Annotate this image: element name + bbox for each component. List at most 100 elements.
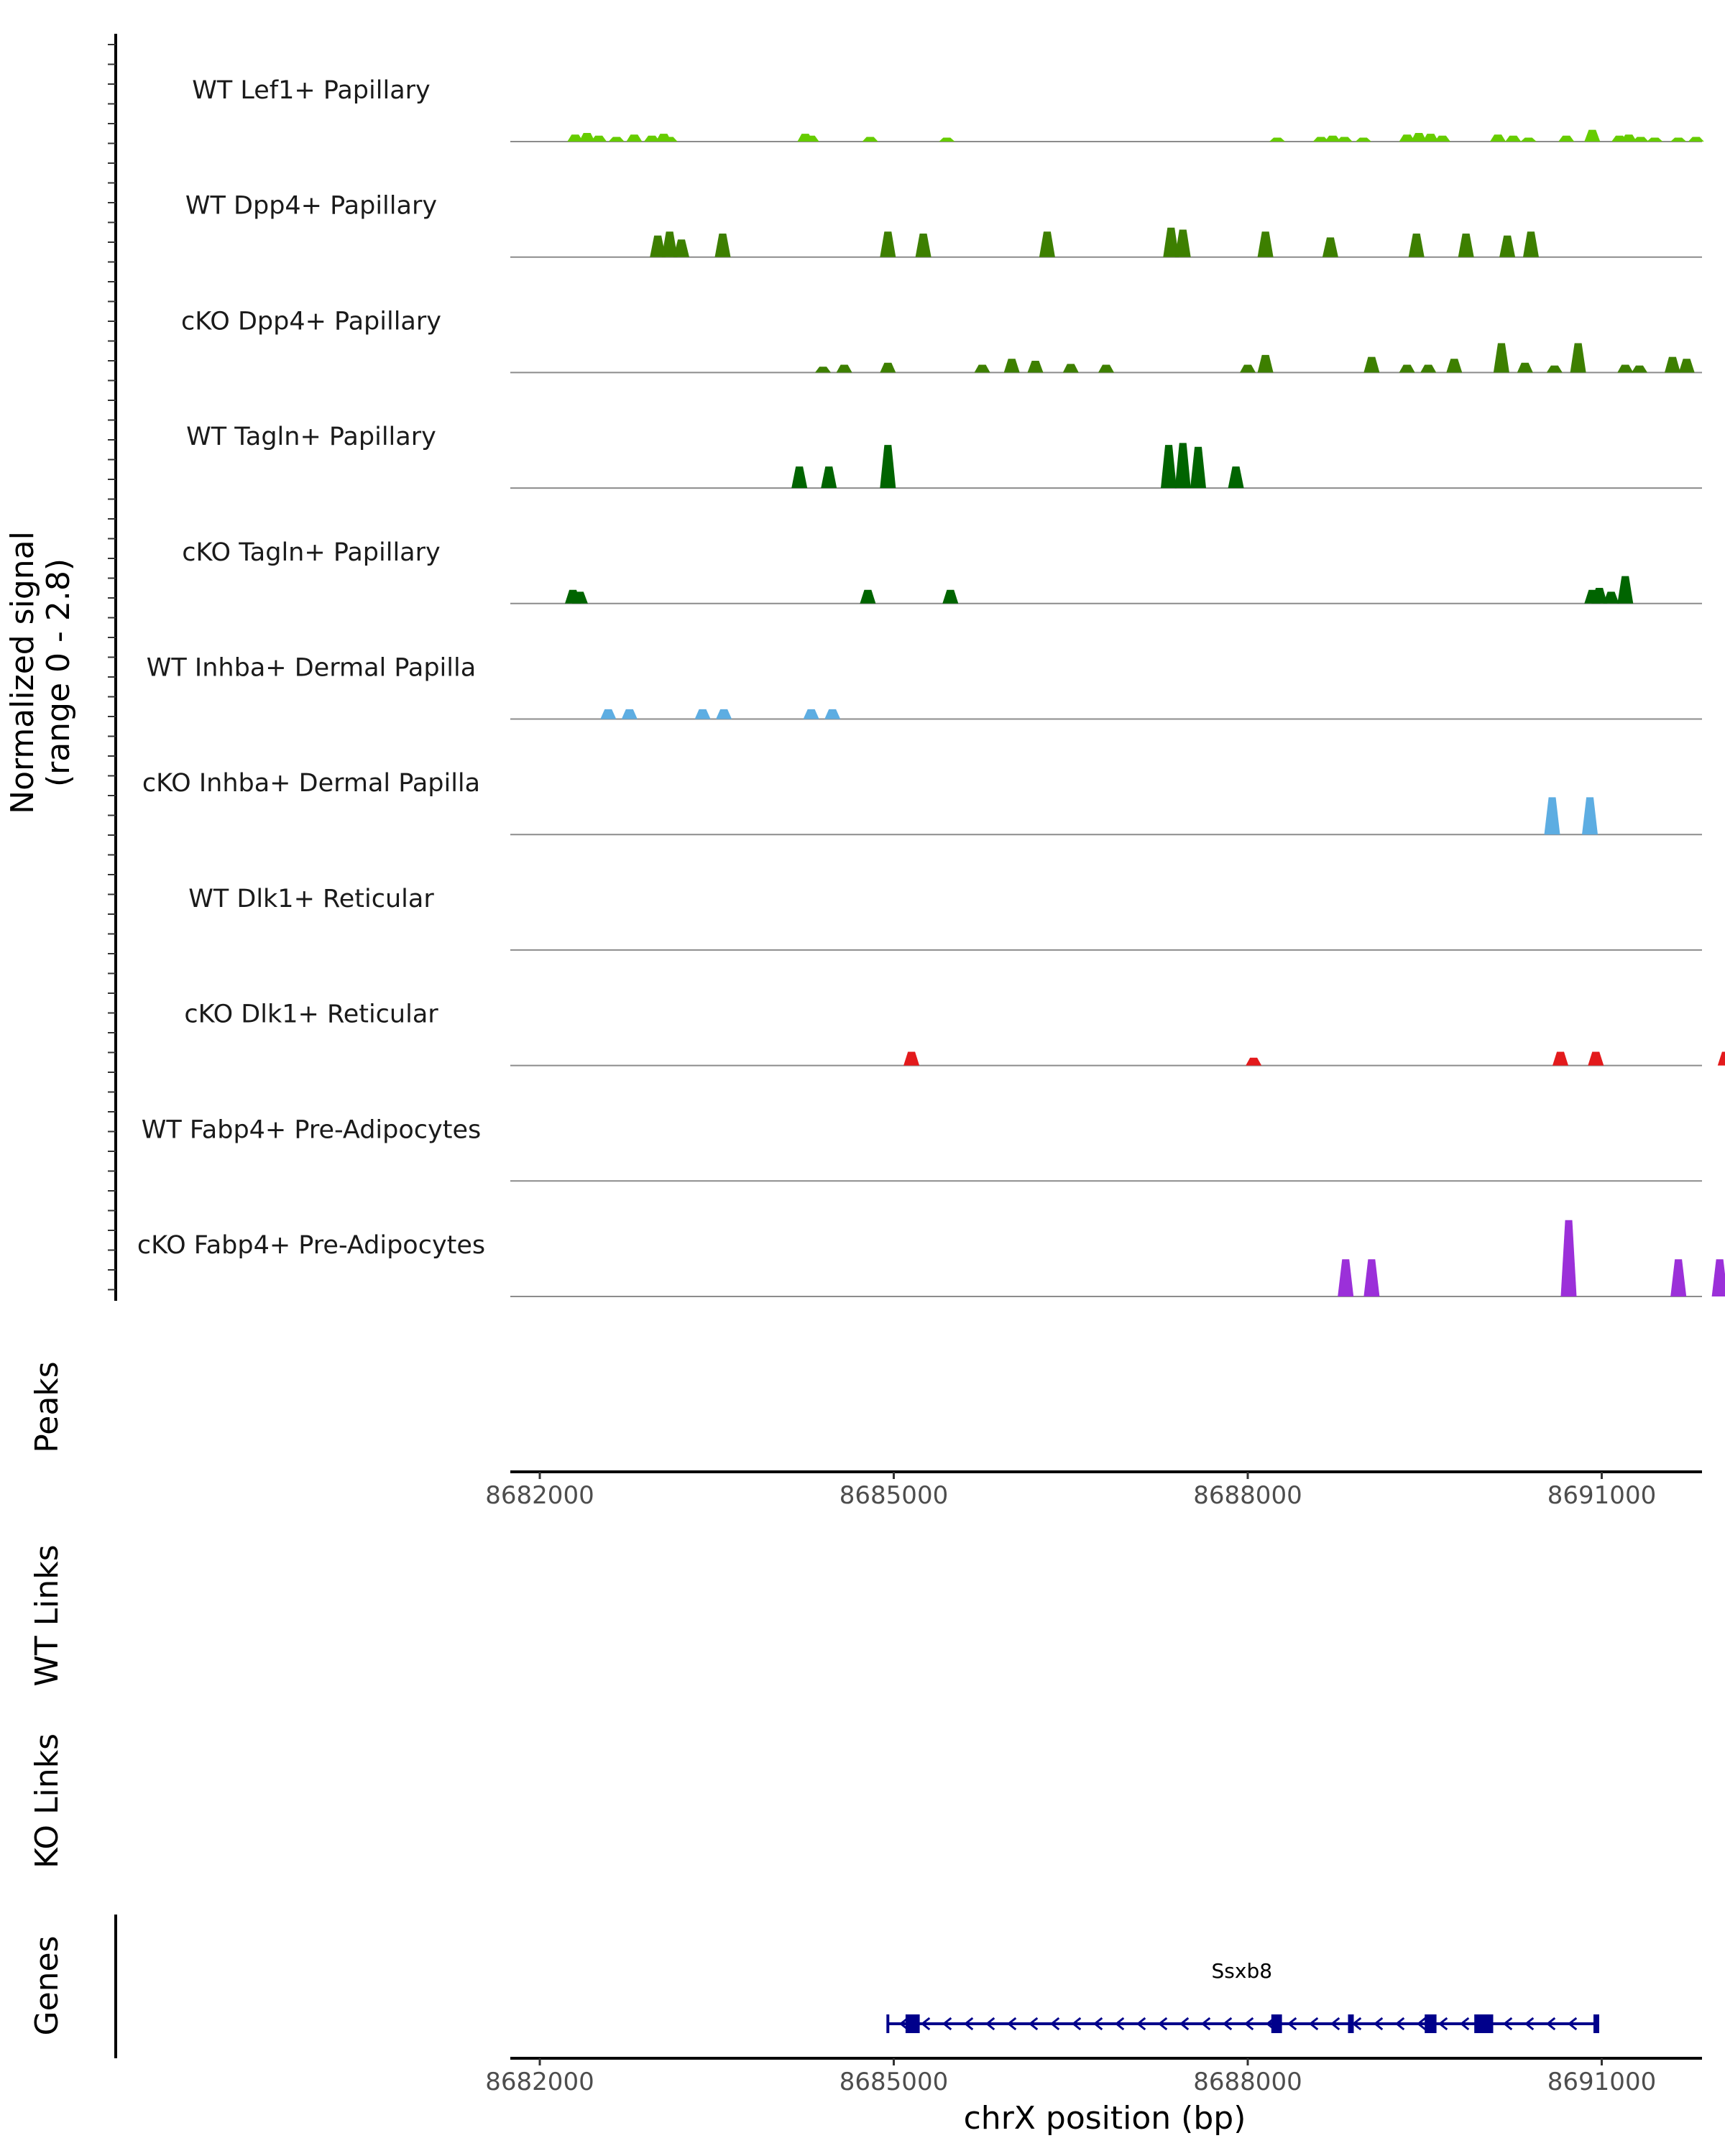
- signal-peak: [644, 135, 660, 142]
- signal-peak: [650, 235, 666, 257]
- signal-peak: [939, 137, 955, 142]
- signal-peak: [1632, 137, 1649, 142]
- signal-peak: [1558, 135, 1575, 142]
- signal-peak: [1670, 1259, 1687, 1296]
- signal-peak: [815, 367, 831, 373]
- signal-peak: [673, 239, 689, 257]
- signal-peak: [1355, 137, 1371, 142]
- signal-peak: [880, 362, 896, 373]
- track-label: cKO Tagln+ Papillary: [182, 538, 441, 567]
- y-axis-ticks: [108, 44, 116, 1291]
- signal-peak: [1670, 137, 1687, 142]
- strand-arrow: [1136, 2017, 1146, 2031]
- x-tick-label: 8691000: [1547, 2068, 1656, 2096]
- signal-peak: [716, 709, 732, 719]
- signal-peak: [862, 137, 878, 142]
- strand-arrow: [1092, 2017, 1103, 2031]
- signal-peak: [661, 137, 678, 142]
- signal-peak: [1688, 137, 1704, 142]
- signal-peak: [1420, 364, 1437, 373]
- signal-peak: [1603, 591, 1619, 604]
- signal-peak: [836, 364, 852, 373]
- strand-arrow: [1287, 2017, 1297, 2031]
- genes-track-label: Genes: [29, 1935, 65, 2035]
- strand-arrow: [1071, 2017, 1082, 2031]
- track-label: cKO Dlk1+ Reticular: [184, 1000, 438, 1029]
- x-axis-title: chrX position (bp): [964, 2100, 1246, 2137]
- signal-peak: [1269, 137, 1285, 142]
- strand-arrow: [1394, 2017, 1405, 2031]
- signal-peak: [1257, 231, 1274, 257]
- signal-peak: [1228, 466, 1244, 489]
- strand-arrow: [1438, 2017, 1448, 2031]
- wt-links-track-label: WT Links: [29, 1544, 65, 1686]
- signal-peak: [1098, 364, 1114, 373]
- x-tick-label: 8688000: [1193, 2068, 1302, 2096]
- strand-arrow: [1157, 2017, 1168, 2031]
- track-label: cKO Inhba+ Dermal Papilla: [142, 769, 480, 798]
- track-label: WT Inhba+ Dermal Papilla: [147, 654, 476, 683]
- signal-peak: [903, 1051, 920, 1066]
- strand-arrow: [1524, 2017, 1535, 2031]
- signal-peak: [880, 231, 896, 257]
- signal-peak: [915, 234, 932, 257]
- gene-name-label: Ssxb8: [1212, 1959, 1273, 1983]
- signal-peak: [1505, 135, 1522, 142]
- gene-exon: [1425, 2014, 1437, 2033]
- signal-peak: [1363, 356, 1380, 373]
- x-tick-label: 8691000: [1547, 1481, 1656, 1510]
- signal-peak: [1621, 134, 1637, 142]
- signal-peak: [591, 135, 607, 142]
- y-axis-title-line2: (range 0 - 2.8): [40, 558, 77, 787]
- strand-arrow: [1006, 2017, 1017, 2031]
- signal-peak: [1665, 356, 1680, 373]
- signal-peak: [1190, 446, 1206, 489]
- strand-arrow: [1200, 2017, 1211, 2031]
- signal-peak: [1161, 445, 1177, 489]
- signal-peak: [1408, 234, 1425, 257]
- signal-peak: [1039, 231, 1055, 257]
- signal-peak: [1322, 237, 1338, 257]
- signal-peak: [600, 709, 617, 719]
- signal-peak: [626, 134, 643, 142]
- gene-exon: [1271, 2014, 1282, 2033]
- signal-peak: [1544, 797, 1560, 835]
- signal-peak: [694, 709, 711, 719]
- signal-peak: [714, 234, 731, 257]
- signal-peak: [1411, 133, 1427, 142]
- signal-peak: [1257, 354, 1274, 373]
- signal-peak: [1647, 137, 1663, 142]
- signal-peak: [824, 709, 841, 719]
- signal-peak: [571, 591, 588, 604]
- signal-peak: [1588, 1051, 1604, 1066]
- signal-peak: [1584, 129, 1601, 142]
- signal-peak: [1399, 134, 1415, 142]
- strand-arrow: [1114, 2017, 1125, 2031]
- signal-peak: [1711, 1259, 1725, 1296]
- x-axis-bottom: 8682000 8685000 8688000 8691000: [485, 2057, 1702, 2096]
- signal-peak: [1517, 362, 1533, 373]
- strand-arrow: [1459, 2017, 1470, 2031]
- signal-peak: [1490, 134, 1506, 142]
- signal-peak: [791, 466, 808, 489]
- strand-arrow: [1373, 2017, 1384, 2031]
- signal-peak: [1520, 137, 1537, 142]
- ko-links-track-label: KO Links: [29, 1733, 65, 1869]
- track-labels: WT Lef1+ Papillary WT Dpp4+ Papillary cKO …: [137, 76, 485, 1260]
- signal-peak: [1338, 1259, 1354, 1296]
- gene-exon: [905, 2014, 920, 2033]
- x-tick-label: 8682000: [485, 2068, 594, 2096]
- strand-arrow: [1243, 2017, 1254, 2031]
- strand-arrow: [942, 2017, 952, 2031]
- strand-arrow: [1567, 2017, 1578, 2031]
- signal-peak: [1570, 343, 1586, 373]
- x-tick-label: 8688000: [1193, 1481, 1302, 1510]
- signal-areas: [565, 129, 1725, 1296]
- y-axis-title-line1: Normalized signal: [4, 531, 41, 814]
- signal-peak: [567, 134, 584, 142]
- signal-peak: [1632, 365, 1647, 373]
- x-tick-label: 8682000: [485, 1481, 594, 1510]
- signal-peak: [1552, 1051, 1568, 1066]
- signal-peak: [803, 135, 819, 142]
- signal-peak: [860, 589, 876, 604]
